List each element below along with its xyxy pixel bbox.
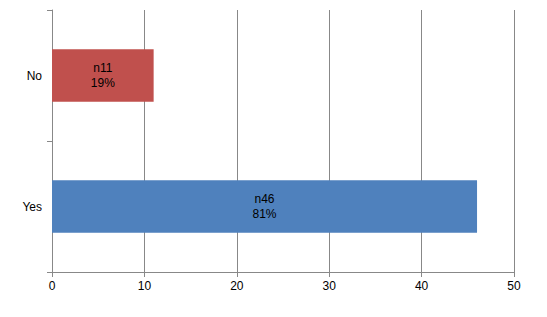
svg-text:20: 20 bbox=[230, 279, 244, 293]
svg-text:19%: 19% bbox=[91, 76, 115, 90]
svg-text:0: 0 bbox=[49, 279, 56, 293]
svg-text:50: 50 bbox=[507, 279, 521, 293]
svg-text:30: 30 bbox=[323, 279, 337, 293]
svg-text:n46: n46 bbox=[255, 192, 275, 206]
svg-text:No: No bbox=[27, 69, 43, 83]
svg-text:n11: n11 bbox=[93, 61, 112, 75]
svg-text:40: 40 bbox=[415, 279, 429, 293]
svg-text:10: 10 bbox=[138, 279, 152, 293]
svg-text:81%: 81% bbox=[253, 207, 277, 221]
svg-text:Yes: Yes bbox=[22, 200, 42, 214]
